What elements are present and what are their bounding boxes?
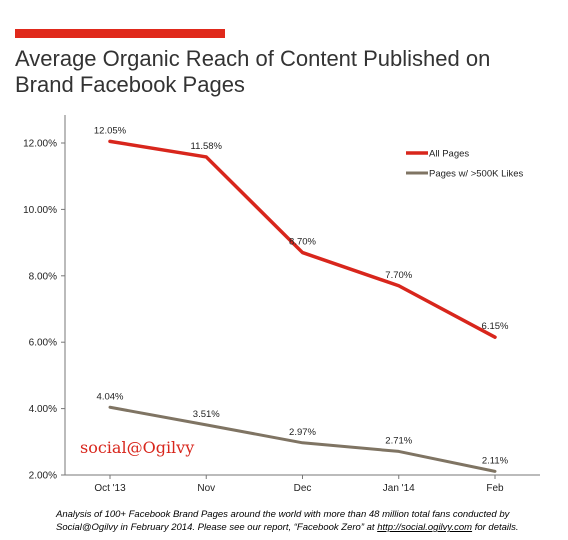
y-tick-label: 10.00% — [23, 205, 57, 216]
data-point — [109, 406, 111, 408]
brand-logo: social@Ogilvy — [80, 438, 195, 457]
data-label: 6.15% — [482, 321, 509, 332]
x-tick-label: Dec — [294, 483, 312, 494]
data-point — [398, 450, 400, 452]
data-label: 7.70% — [385, 270, 412, 281]
footnote-link[interactable]: http://social.ogilvy.com — [377, 522, 473, 533]
y-tick-label: 2.00% — [29, 471, 57, 482]
data-label: 12.05% — [94, 125, 127, 136]
data-point — [398, 285, 400, 287]
data-point — [205, 156, 207, 158]
y-tick-label: 12.00% — [23, 139, 57, 150]
x-tick-label: Oct '13 — [94, 483, 126, 494]
x-tick-label: Feb — [486, 483, 504, 494]
x-tick-label: Nov — [197, 483, 215, 494]
data-label: 2.97% — [289, 427, 316, 438]
y-tick-label: 4.00% — [29, 404, 57, 415]
footnote-suffix: for details. — [472, 522, 519, 533]
data-point — [494, 336, 496, 338]
data-point — [302, 252, 303, 254]
accent-bar — [15, 29, 225, 38]
data-label: 2.71% — [385, 435, 412, 446]
y-tick-label: 8.00% — [29, 271, 57, 282]
data-label: 3.51% — [193, 409, 220, 420]
data-label: 11.58% — [190, 141, 222, 152]
data-point — [205, 424, 207, 426]
legend-label: Pages w/ >500K Likes — [429, 169, 524, 180]
data-point — [494, 470, 496, 472]
page-title: Average Organic Reach of Content Publish… — [15, 46, 491, 97]
footnote: Analysis of 100+ Facebook Brand Pages ar… — [56, 508, 556, 534]
data-label: 8.70% — [289, 237, 316, 248]
data-label: 2.11% — [482, 455, 509, 466]
data-point — [302, 442, 303, 444]
y-tick-label: 6.00% — [29, 338, 57, 349]
footnote-text: Analysis of 100+ Facebook Brand Pages ar… — [56, 509, 510, 533]
legend-label: All Pages — [429, 149, 469, 160]
data-point — [109, 140, 111, 142]
x-tick-label: Jan '14 — [383, 483, 415, 494]
data-label: 4.04% — [97, 391, 124, 402]
